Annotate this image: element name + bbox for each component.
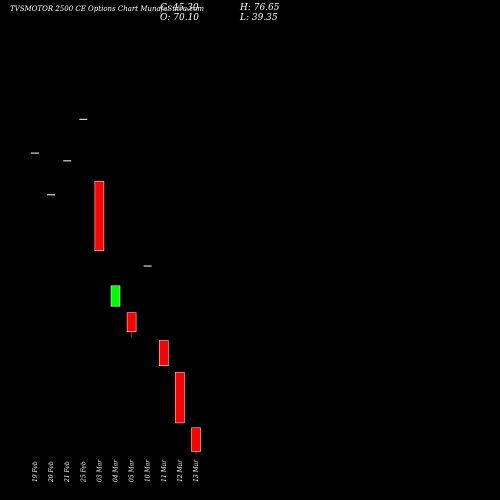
open-value: O: 70.10	[160, 13, 200, 23]
candle-03-mar	[94, 180, 105, 252]
chart-title: TVSMOTOR 2500 CE Options Chart MunafaSut…	[10, 5, 205, 13]
candle-12-mar	[175, 372, 185, 424]
x-tick-label: 21 Feb	[64, 461, 71, 483]
close-value: C: 45.30	[160, 3, 199, 13]
x-tick-label: 20 Feb	[48, 461, 55, 483]
candle-body	[94, 181, 105, 252]
candle-body	[175, 372, 185, 424]
high-value: H: 76.65	[240, 3, 280, 13]
candle-body	[159, 340, 169, 366]
x-tick-label: 03 Mar	[96, 459, 103, 482]
candle-body	[191, 427, 201, 452]
x-tick-label: 13 Mar	[193, 459, 200, 482]
candle-body	[110, 285, 121, 307]
candle-13-mar	[191, 427, 201, 455]
x-axis-ticks: 19 Feb 20 Feb 21 Feb 25 Feb 03 Mar 04 Mar 05 M…	[32, 459, 200, 483]
x-tick-label: 25 Feb	[80, 461, 87, 483]
candle-11-mar	[159, 340, 169, 366]
x-tick-label: 04 Mar	[113, 459, 120, 482]
x-tick-label: 19 Feb	[32, 461, 39, 482]
x-tick-label: 11 Mar	[161, 459, 168, 482]
x-tick-label: 05 Mar	[129, 459, 136, 482]
candles-layer	[31, 118, 201, 455]
candle-05-mar	[126, 312, 137, 338]
candle-body	[126, 312, 137, 333]
candle-04-mar	[110, 285, 121, 307]
x-tick-label: 12 Mar	[177, 459, 184, 482]
x-tick-label: 10 Mar	[145, 459, 152, 482]
low-value: L: 39.35	[240, 13, 278, 23]
